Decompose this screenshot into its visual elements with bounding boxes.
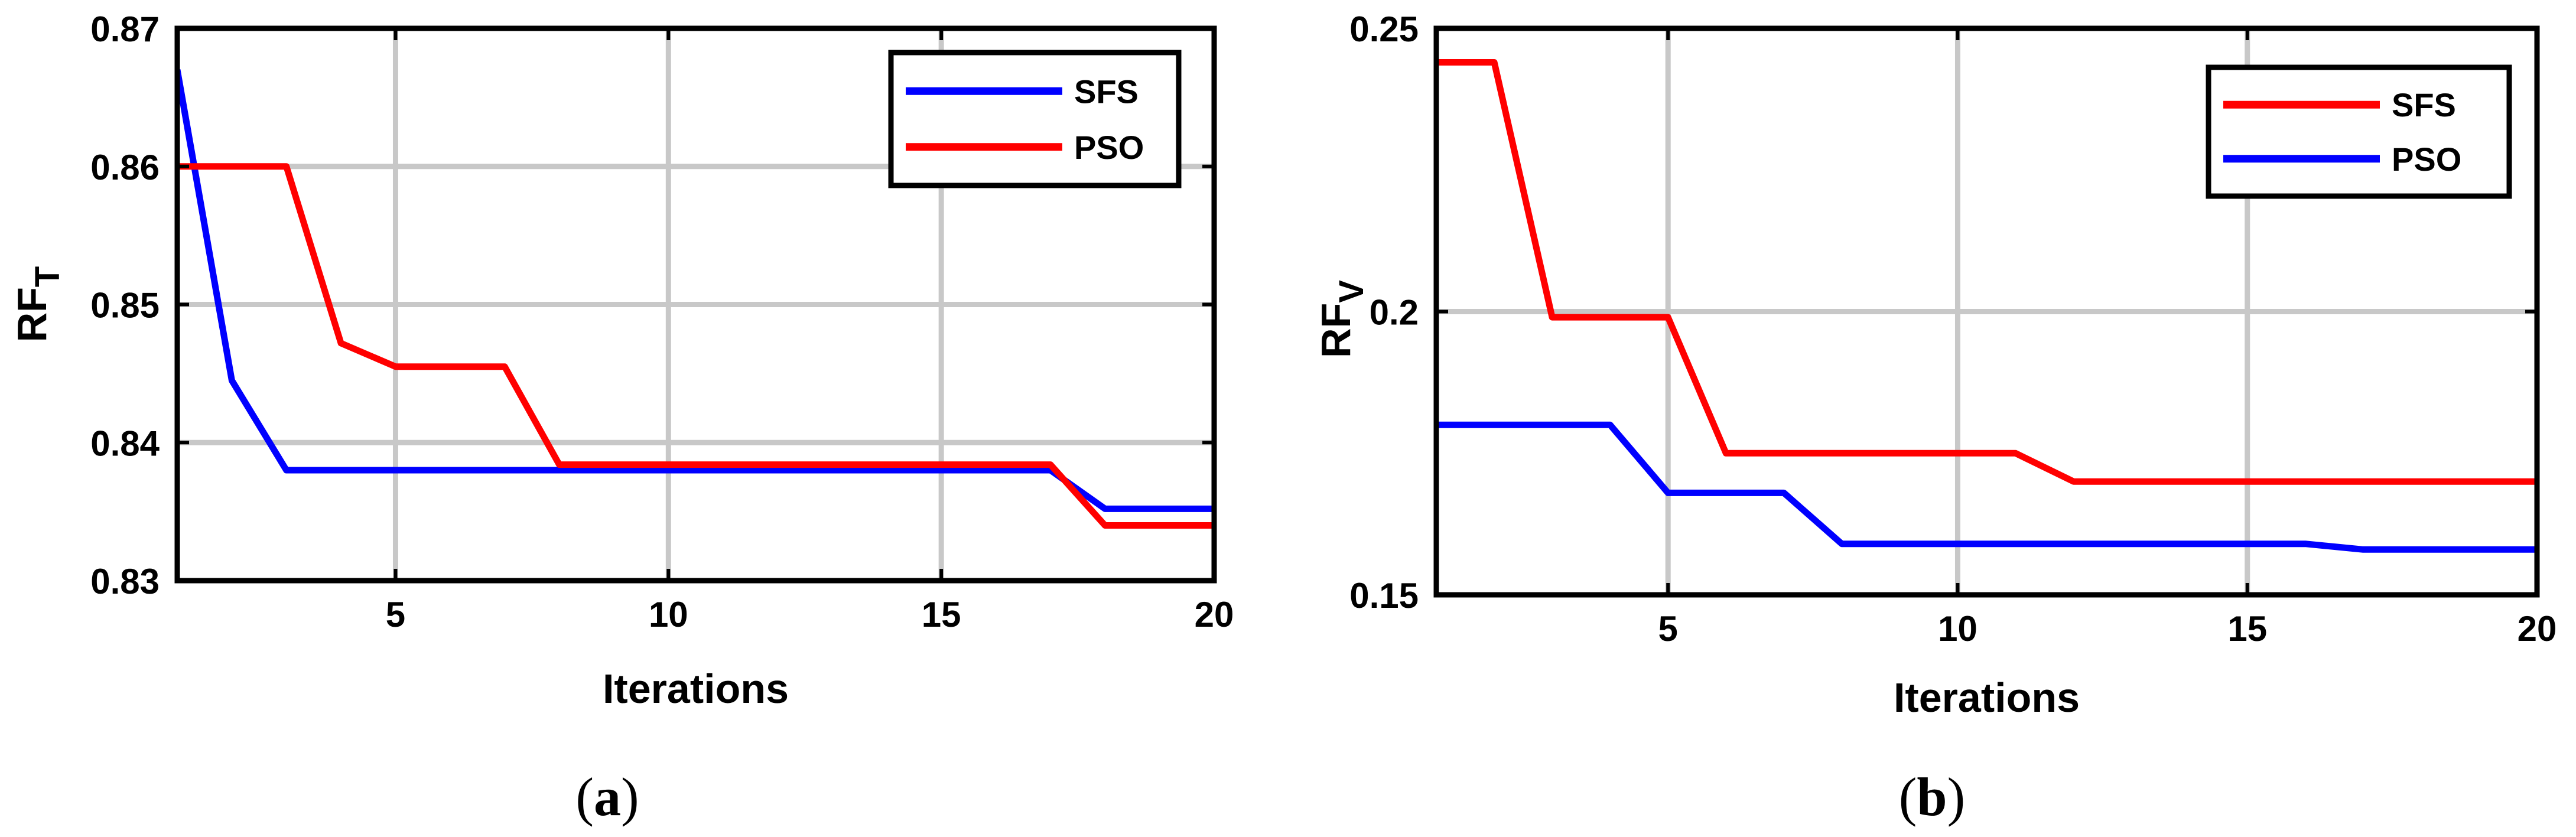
legend-box	[888, 50, 1182, 188]
legend-label-pso: PSO	[1074, 129, 1144, 166]
x-axis-label: Iterations	[1894, 675, 2080, 721]
y-tick-label: 0.2	[1370, 293, 1419, 333]
chart-panel-a: 5 10 15 20 0.83 0.84 0.85 0.86 0.87 Iterations RFT…	[9, 9, 1234, 827]
x-axis-label: Iterations	[603, 666, 789, 712]
legend-label-sfs: SFS	[2392, 86, 2456, 123]
x-tick-label: 15	[922, 595, 961, 634]
legend-label-pso: PSO	[2392, 141, 2461, 178]
y-axis-label-main: RF	[9, 287, 55, 342]
legend: SFS PSO	[888, 50, 1182, 188]
series-line-sfs	[1436, 59, 2537, 485]
y-tick-label: 0.83	[90, 562, 160, 601]
y-axis-label-main: RF	[1313, 303, 1359, 358]
x-tick-label: 10	[649, 595, 688, 634]
x-tick-label: 20	[1195, 595, 1234, 634]
x-tick-label: 20	[2518, 609, 2557, 649]
y-tick-label: 0.85	[90, 286, 160, 325]
series-line-sfs	[177, 69, 1214, 512]
y-axis-label: RFV	[1313, 280, 1371, 358]
chart-panel-b: 5 10 15 20 0.15 0.2 0.25 Iterations RFV SFS PSO (b)	[1313, 9, 2557, 827]
y-tick-label: 0.86	[90, 148, 160, 187]
panel-caption-close: )	[621, 767, 639, 827]
panel-caption-open: (	[575, 767, 594, 827]
y-axis-label-subscript: V	[1332, 280, 1371, 303]
y-tick-label: 0.25	[1349, 9, 1419, 49]
x-tick-label: 10	[1938, 609, 1977, 649]
series-line-pso	[1436, 421, 2537, 553]
panel-caption-letter: a	[594, 767, 621, 827]
panel-caption: (a)	[575, 767, 639, 827]
y-axis-label: RFT	[9, 266, 67, 343]
y-tick-label: 0.15	[1349, 576, 1419, 615]
legend: SFS PSO	[2206, 64, 2512, 199]
y-axis-label-subscript: T	[28, 266, 67, 287]
panel-caption-letter: b	[1917, 767, 1947, 827]
y-tick-label: 0.84	[90, 424, 160, 463]
legend-label-sfs: SFS	[1074, 73, 1139, 110]
x-tick-label: 5	[386, 595, 405, 634]
legend-box	[2206, 64, 2512, 199]
panel-caption: (b)	[1899, 767, 1965, 827]
y-tick-label: 0.87	[90, 9, 160, 49]
x-tick-label: 5	[1658, 609, 1678, 649]
panel-caption-close: )	[1947, 767, 1966, 827]
x-tick-label: 15	[2227, 609, 2267, 649]
panel-caption-open: (	[1899, 767, 1917, 827]
series-line-pso	[177, 163, 1214, 529]
